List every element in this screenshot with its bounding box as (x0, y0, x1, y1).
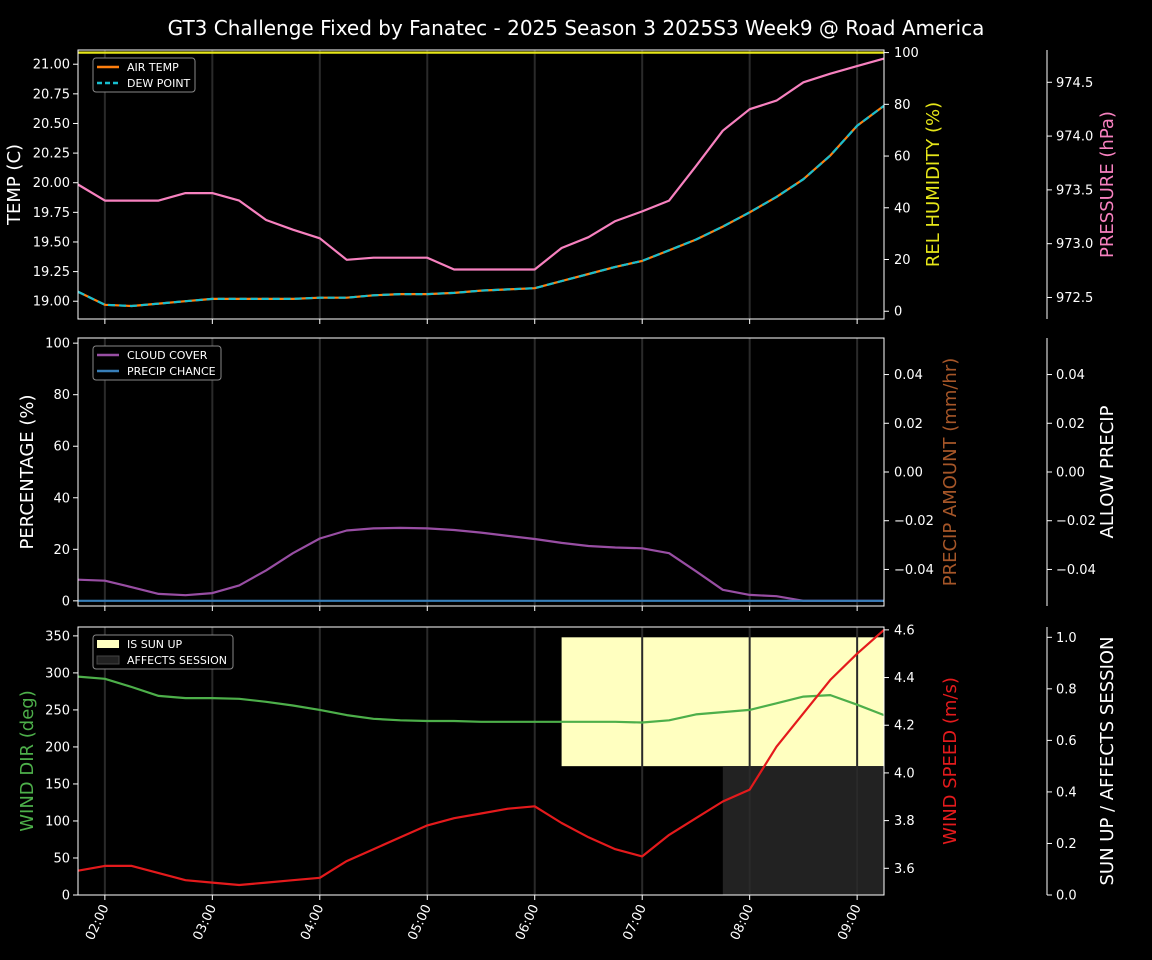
y-far-right-axis-label: SUN UP / AFFECTS SESSION (1097, 636, 1118, 885)
y-tick-label: 40 (53, 491, 70, 506)
y-tick-label: 19.25 (33, 265, 70, 280)
y-tick-label: 0 (62, 594, 70, 609)
y-right-tick-label: −0.02 (894, 514, 934, 529)
y-far-tick-label: 1.0 (1056, 631, 1077, 646)
legend-box (92, 634, 234, 670)
x-tick-label: 02:00 (83, 902, 112, 942)
legend-label: PRECIP CHANCE (127, 365, 216, 378)
y-right-tick-label: 60 (894, 150, 911, 165)
y-right-axis-label: PRECIP AMOUNT (mm/hr) (940, 358, 961, 587)
y-tick-label: 20 (53, 543, 70, 558)
chart-title: GT3 Challenge Fixed by Fanatec - 2025 Se… (168, 16, 985, 40)
y-tick-label: 80 (53, 388, 70, 403)
legend-label: DEW POINT (127, 77, 191, 90)
y-right-tick-label: 3.8 (894, 814, 915, 829)
y-tick-label: 19.00 (33, 295, 70, 310)
y-right-tick-label: 4.0 (894, 766, 915, 781)
y-right-tick-label: 4.6 (894, 623, 915, 638)
y-far-tick-label: 0.0 (1056, 889, 1077, 904)
y-right-tick-label: 3.6 (894, 862, 915, 877)
x-tick-label: 04:00 (298, 902, 327, 942)
legend-label: AFFECTS SESSION (127, 654, 227, 667)
series-line-cloud-cover (77, 526, 884, 602)
y-far-tick-label: 974.0 (1056, 130, 1093, 145)
y-right-tick-label: 0.00 (894, 466, 923, 481)
series-line-wind-dir (77, 675, 885, 724)
y-far-tick-label: 973.0 (1056, 237, 1093, 252)
y-tick-label: 0 (62, 889, 70, 904)
y-tick-label: 20.50 (33, 117, 70, 132)
y-far-tick-label: −0.04 (1056, 563, 1096, 578)
y-right-tick-label: 0 (894, 305, 902, 320)
y-tick-label: 150 (45, 777, 70, 792)
y-tick-label: 350 (45, 629, 70, 644)
y-tick-label: 200 (45, 740, 70, 755)
y-far-tick-label: 0.04 (1056, 368, 1085, 383)
y-tick-label: 50 (53, 851, 70, 866)
y-right-tick-label: 4.4 (894, 671, 915, 686)
y-tick-label: 300 (45, 666, 70, 681)
series-line-wind-speed (77, 629, 885, 887)
x-tick-label: 03:00 (191, 902, 220, 942)
series-line-pressure (77, 57, 885, 271)
y-far-tick-label: 0.4 (1056, 785, 1077, 800)
panel-frame (77, 626, 885, 896)
y-tick-label: 20.75 (33, 87, 70, 102)
x-tick-label: 06:00 (513, 902, 542, 942)
legend-label: CLOUD COVER (127, 349, 208, 362)
x-tick-label: 09:00 (835, 902, 864, 942)
x-tick-label: 07:00 (620, 902, 649, 942)
y-far-tick-label: 0.8 (1056, 682, 1077, 697)
y-axis-label: WIND DIR (deg) (17, 690, 38, 832)
legend-swatch (97, 640, 119, 648)
series-line-dew-point (77, 104, 885, 308)
y-far-tick-label: 0.6 (1056, 734, 1077, 749)
y-tick-label: 100 (45, 337, 70, 352)
y-right-tick-label: 40 (894, 201, 911, 216)
panel-frame (77, 49, 885, 320)
legend-label: AIR TEMP (127, 61, 179, 74)
y-right-axis-label: WIND SPEED (m/s) (940, 677, 961, 845)
y-tick-label: 20.25 (33, 147, 70, 162)
legend-label: IS SUN UP (127, 638, 183, 651)
y-axis-label: PERCENTAGE (%) (17, 394, 38, 549)
y-far-right-axis-label: PRESSURE (hPa) (1097, 111, 1118, 258)
legend-box (92, 345, 222, 381)
y-tick-label: 60 (53, 440, 70, 455)
y-right-tick-label: 80 (894, 98, 911, 113)
affects-session-span (722, 766, 884, 895)
y-axis-label: TEMP (C) (4, 144, 25, 226)
y-far-tick-label: 973.5 (1056, 183, 1093, 198)
y-far-tick-label: 972.5 (1056, 291, 1093, 306)
y-far-right-axis-label: ALLOW PRECIP (1097, 405, 1118, 538)
legend-swatch (96, 655, 120, 665)
y-right-tick-label: 20 (894, 253, 911, 268)
y-tick-label: 21.00 (33, 58, 70, 73)
x-tick-label: 05:00 (405, 902, 434, 942)
y-tick-label: 19.75 (33, 206, 70, 221)
y-right-axis-label: REL HUMIDITY (%) (923, 102, 944, 267)
y-tick-label: 100 (45, 814, 70, 829)
y-tick-label: 20.00 (33, 176, 70, 191)
sun-up-span (561, 637, 884, 767)
y-tick-label: 250 (45, 703, 70, 718)
y-far-tick-label: 0.2 (1056, 837, 1077, 852)
y-right-tick-label: 0.02 (894, 417, 923, 432)
y-far-tick-label: 974.5 (1056, 76, 1093, 91)
y-far-tick-label: −0.02 (1056, 514, 1096, 529)
y-tick-label: 19.50 (33, 235, 70, 250)
y-right-tick-label: −0.04 (894, 563, 934, 578)
x-tick-label: 08:00 (728, 902, 757, 942)
y-right-tick-label: 0.04 (894, 368, 923, 383)
y-far-tick-label: 0.02 (1056, 417, 1085, 432)
y-far-tick-label: 0.00 (1056, 466, 1085, 481)
y-right-tick-label: 100 (894, 46, 919, 61)
y-right-tick-label: 4.2 (894, 719, 915, 734)
